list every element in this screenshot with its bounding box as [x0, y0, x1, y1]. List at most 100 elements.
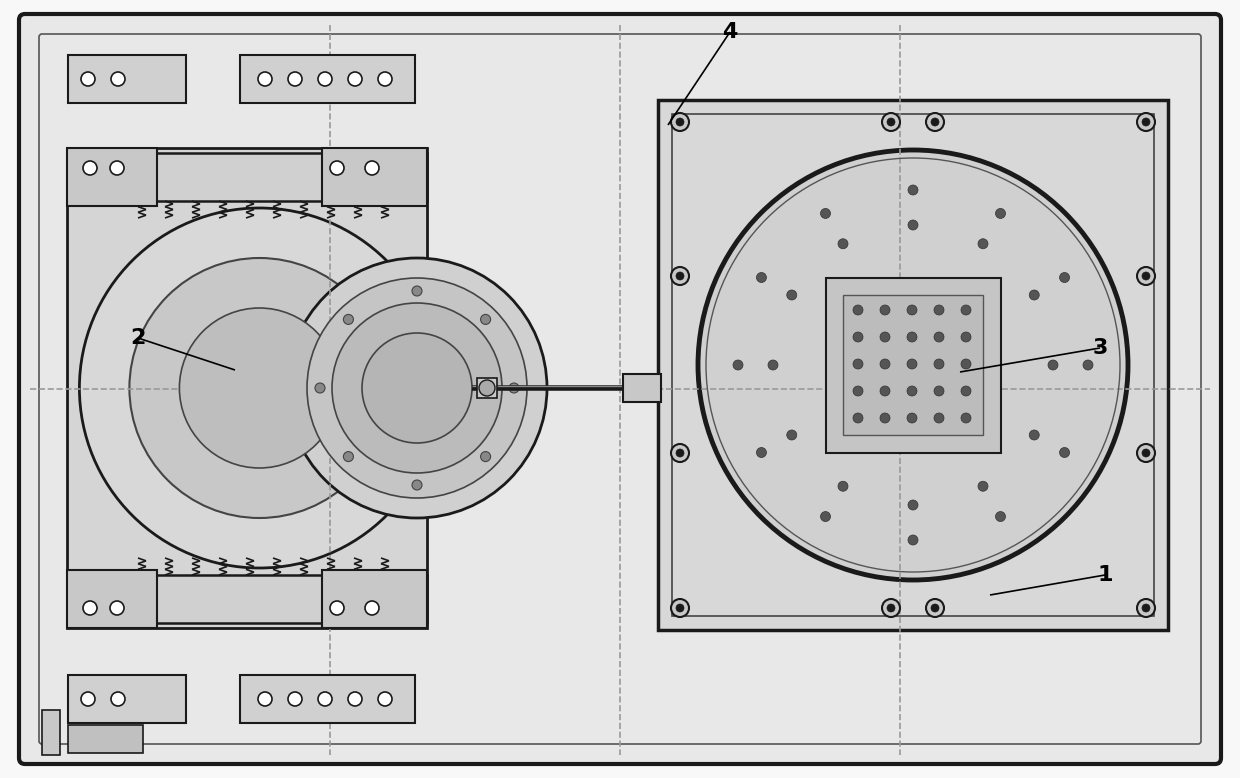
Circle shape [330, 601, 343, 615]
Circle shape [934, 305, 944, 315]
Circle shape [315, 383, 325, 393]
Circle shape [786, 290, 797, 300]
Circle shape [365, 601, 379, 615]
Circle shape [906, 413, 918, 423]
Circle shape [882, 599, 900, 617]
Circle shape [882, 113, 900, 131]
Circle shape [308, 278, 527, 498]
Circle shape [676, 272, 684, 280]
Circle shape [906, 386, 918, 396]
Circle shape [996, 512, 1006, 521]
Circle shape [1137, 113, 1154, 131]
Circle shape [83, 601, 97, 615]
Circle shape [348, 692, 362, 706]
Circle shape [343, 314, 353, 324]
Circle shape [343, 451, 353, 461]
Circle shape [671, 113, 689, 131]
Circle shape [1137, 267, 1154, 285]
Circle shape [906, 359, 918, 369]
Circle shape [908, 185, 918, 195]
Circle shape [81, 692, 95, 706]
Circle shape [934, 413, 944, 423]
Circle shape [288, 692, 303, 706]
Circle shape [931, 118, 939, 126]
Circle shape [821, 512, 831, 521]
Circle shape [786, 430, 797, 440]
Circle shape [378, 72, 392, 86]
Circle shape [676, 604, 684, 612]
Circle shape [698, 150, 1128, 580]
Bar [68, 725, 143, 753]
Circle shape [110, 161, 124, 175]
Circle shape [330, 161, 343, 175]
Circle shape [1137, 599, 1154, 617]
Circle shape [348, 72, 362, 86]
Circle shape [481, 314, 491, 324]
Circle shape [1059, 447, 1070, 457]
Circle shape [880, 413, 890, 423]
Circle shape [853, 305, 863, 315]
Bar [67, 570, 157, 628]
Bar [658, 100, 1168, 630]
Circle shape [1048, 360, 1058, 370]
Circle shape [926, 113, 944, 131]
Circle shape [880, 386, 890, 396]
Circle shape [908, 500, 918, 510]
Circle shape [317, 72, 332, 86]
Circle shape [756, 272, 766, 282]
Circle shape [961, 359, 971, 369]
Circle shape [1142, 118, 1149, 126]
Bar [67, 575, 427, 623]
Bar [322, 148, 427, 206]
Circle shape [180, 308, 340, 468]
Circle shape [1142, 449, 1149, 457]
Circle shape [853, 413, 863, 423]
Circle shape [926, 599, 944, 617]
Circle shape [671, 599, 689, 617]
Circle shape [1059, 272, 1070, 282]
Circle shape [129, 258, 389, 518]
Bar [843, 295, 983, 435]
Circle shape [838, 482, 848, 491]
Bar [826, 278, 1001, 453]
Circle shape [112, 692, 125, 706]
Circle shape [756, 447, 766, 457]
Circle shape [880, 305, 890, 315]
Circle shape [908, 220, 918, 230]
Circle shape [288, 72, 303, 86]
Circle shape [978, 239, 988, 249]
Circle shape [1137, 444, 1154, 462]
Circle shape [880, 332, 890, 342]
Bar [477, 378, 497, 398]
Circle shape [362, 333, 472, 443]
Circle shape [317, 692, 332, 706]
Circle shape [1142, 272, 1149, 280]
Bar [241, 55, 415, 103]
Bar [672, 114, 1154, 616]
Circle shape [996, 209, 1006, 219]
Bar [68, 675, 186, 723]
Circle shape [676, 449, 684, 457]
Bar [42, 710, 60, 755]
Circle shape [961, 305, 971, 315]
Circle shape [112, 72, 125, 86]
Circle shape [887, 604, 895, 612]
Circle shape [365, 161, 379, 175]
Bar [622, 374, 661, 402]
Circle shape [768, 360, 777, 370]
Circle shape [81, 72, 95, 86]
Circle shape [1029, 290, 1039, 300]
Circle shape [412, 286, 422, 296]
Bar [68, 55, 186, 103]
Circle shape [479, 380, 495, 396]
Circle shape [821, 209, 831, 219]
Circle shape [853, 359, 863, 369]
Bar [67, 148, 157, 206]
Circle shape [378, 692, 392, 706]
Circle shape [676, 118, 684, 126]
Circle shape [733, 360, 743, 370]
Circle shape [934, 359, 944, 369]
Circle shape [258, 72, 272, 86]
Circle shape [853, 332, 863, 342]
Circle shape [1083, 360, 1092, 370]
